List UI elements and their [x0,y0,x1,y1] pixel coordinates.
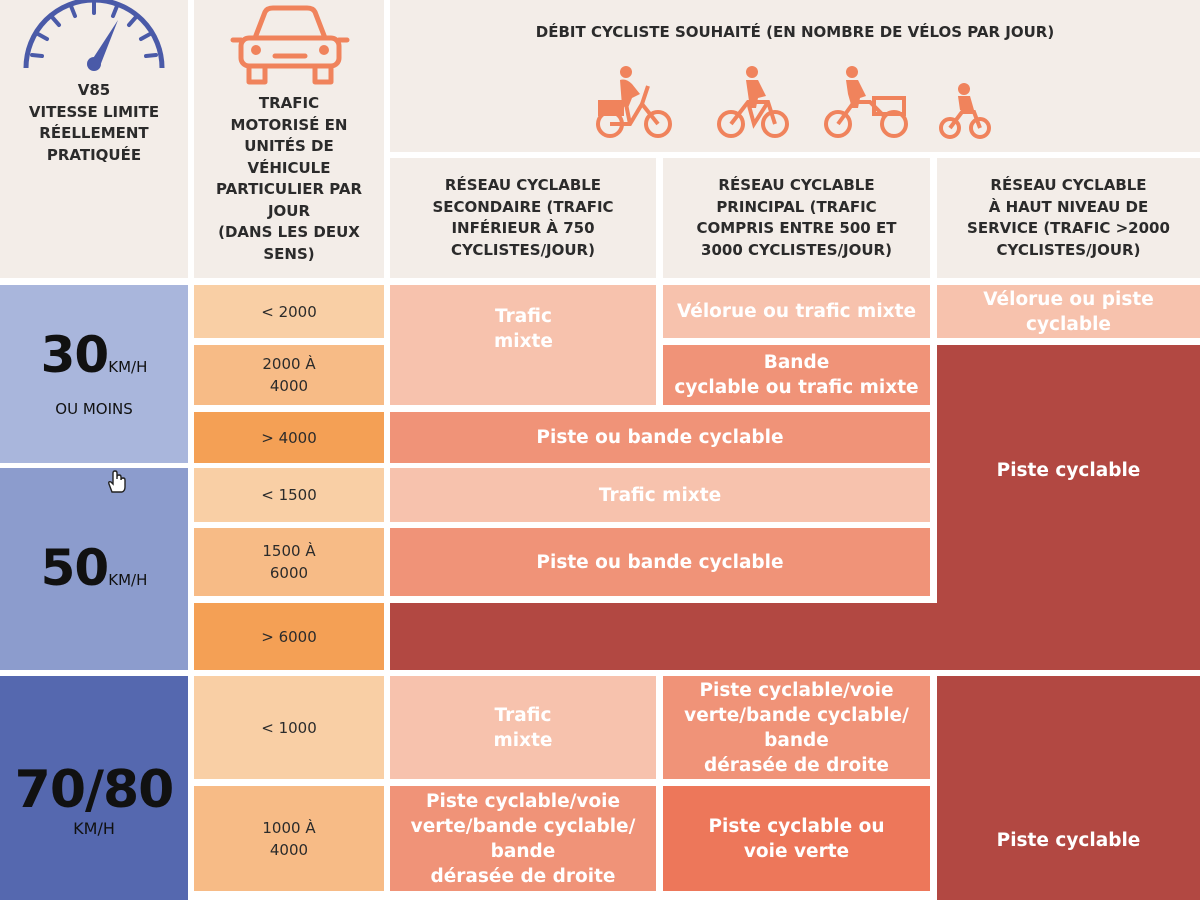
speed-50-value: 50KM/H [40,539,148,597]
rec-70-high-principal: Piste cyclable ou voie verte [663,786,930,891]
speed-70-80-value: 70/80 [14,759,175,820]
traffic-level-row7: < 1000 [194,676,384,779]
traffic-level-row2: 2000 À 4000 [194,345,384,405]
header-traffic: TRAFIC MOTORISÉ EN UNITÉS DE VÉHICULE PA… [194,0,384,278]
speed-30-value: 30KM/H [40,326,148,384]
header-network-hns-label: RÉSEAU CYCLABLE À HAUT NIVEAU DE SERVICE… [967,176,1170,259]
rec-70-low-principal: Piste cyclable/voie verte/bande cyclable… [663,676,930,779]
traffic-level-row6: > 6000 [194,603,384,670]
speed-30-sub: OU MOINS [55,400,133,418]
speed-50-unit: KM/H [108,571,148,589]
speed-30: 30KM/H OU MOINS [0,285,188,463]
traffic-level-row4: < 1500 [194,468,384,522]
rec-hns-dark-block [937,345,1200,670]
header-network-principal-label: RÉSEAU CYCLABLE PRINCIPAL (TRAFIC COMPRI… [696,176,897,259]
cyclist-icon [716,64,792,140]
rec-70-hns: Piste cyclable [937,676,1200,900]
speed-50: 50KM/H [0,468,188,670]
header-network-secondary: RÉSEAU CYCLABLE SECONDAIRE (TRAFIC INFÉR… [390,158,656,278]
rec-30-secondary: Trafic mixte [390,285,656,405]
rec-70-high-secondary: Piste cyclable/voie verte/bande cyclable… [390,786,656,891]
rec-70-low-secondary: Trafic mixte [390,676,656,779]
header-network-principal: RÉSEAU CYCLABLE PRINCIPAL (TRAFIC COMPRI… [663,158,930,278]
rec-50-low-secondary-principal: Trafic mixte [390,468,930,522]
speed-70-80: 70/80 KM/H [0,676,188,900]
header-traffic-label: TRAFIC MOTORISÉ EN UNITÉS DE VÉHICULE PA… [215,94,363,263]
hand-cursor-icon [106,470,128,494]
speed-30-unit: KM/H [108,358,148,376]
rec-hns-dark-label: Piste cyclable [996,459,1141,481]
traffic-level-row1: < 2000 [194,285,384,338]
rec-50-mid-secondary-principal: Piste ou bande cyclable [390,528,930,596]
traffic-level-row5: 1500 À 6000 [194,528,384,596]
speedometer-icon [18,0,170,72]
header-v85-label: V85 VITESSE LIMITE RÉELLEMENT PRATIQUÉE [28,81,160,164]
traffic-level-row3: > 4000 [194,412,384,463]
header-debit-label: DÉBIT CYCLISTE SOUHAITÉ (EN NOMBRE DE VÉ… [535,23,1055,41]
rec-30-low-hns: Vélorue ou piste cyclable [937,285,1200,338]
rec-30-low-principal: Vélorue ou trafic mixte [663,285,930,338]
car-icon [229,4,351,90]
speed-70-80-unit: KM/H [73,818,115,838]
rec-30-mid-principal: Bande cyclable ou trafic mixte [663,345,930,405]
header-network-hns: RÉSEAU CYCLABLE À HAUT NIVEAU DE SERVICE… [937,158,1200,278]
rec-50-high-dark-extension [390,603,937,670]
cargo-bike-icon [596,64,676,140]
header-network-secondary-label: RÉSEAU CYCLABLE SECONDAIRE (TRAFIC INFÉR… [432,176,614,259]
rec-30-high-secondary-principal: Piste ou bande cyclable [390,412,930,463]
cargo-trike-icon [824,64,910,140]
traffic-level-row8: 1000 À 4000 [194,786,384,891]
child-cyclist-icon [938,82,992,140]
header-debit: DÉBIT CYCLISTE SOUHAITÉ (EN NOMBRE DE VÉ… [390,0,1200,152]
